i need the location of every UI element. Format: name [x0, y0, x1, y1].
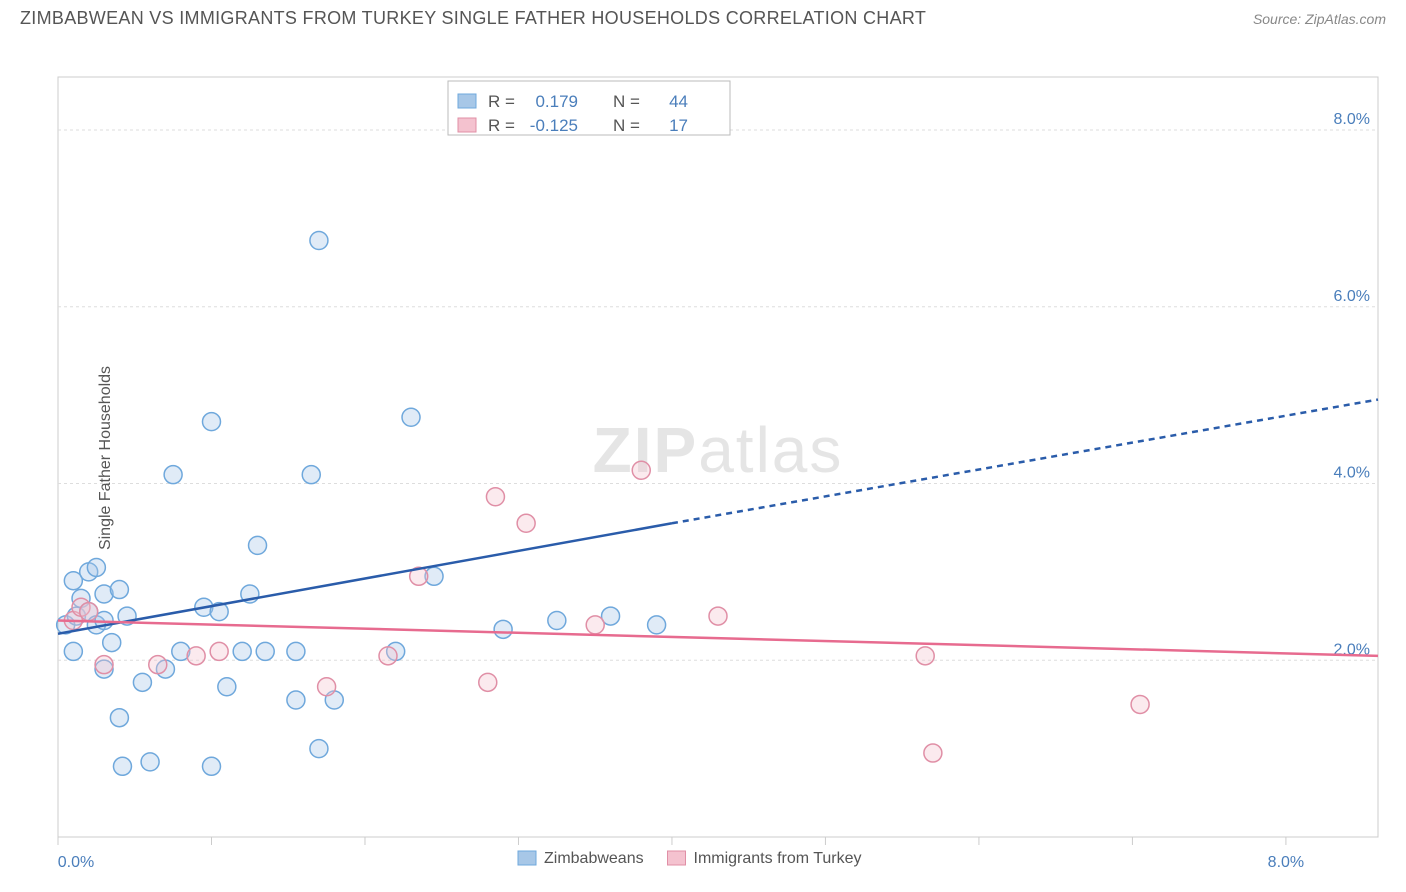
data-point: [709, 607, 727, 625]
data-point: [80, 603, 98, 621]
data-point: [648, 616, 666, 634]
data-point: [149, 656, 167, 674]
data-point: [110, 709, 128, 727]
data-point: [479, 673, 497, 691]
data-point: [924, 744, 942, 762]
data-point: [164, 466, 182, 484]
stats-n-label: N =: [613, 116, 640, 135]
y-tick-label: 8.0%: [1334, 111, 1370, 128]
data-point: [110, 581, 128, 599]
data-point: [233, 642, 251, 660]
data-point: [1131, 695, 1149, 713]
data-point: [103, 634, 121, 652]
data-point: [632, 461, 650, 479]
data-point: [87, 558, 105, 576]
y-tick-label: 4.0%: [1334, 465, 1370, 482]
legend-swatch: [458, 118, 476, 132]
data-point: [310, 231, 328, 249]
legend-swatch: [518, 851, 536, 865]
stats-n-value: 44: [669, 92, 688, 111]
stats-n-label: N =: [613, 92, 640, 111]
data-point: [95, 656, 113, 674]
stats-r-label: R =: [488, 92, 515, 111]
data-point: [494, 620, 512, 638]
data-point: [548, 611, 566, 629]
stats-n-value: 17: [669, 116, 688, 135]
legend-swatch: [458, 94, 476, 108]
trend-line: [58, 523, 672, 633]
data-point: [249, 536, 267, 554]
scatter-chart: 2.0%4.0%6.0%8.0%0.0%8.0%ZIPatlasR =0.179…: [0, 33, 1406, 883]
legend-label: Immigrants from Turkey: [694, 850, 862, 867]
chart-source: Source: ZipAtlas.com: [1253, 11, 1386, 27]
legend-label: Zimbabweans: [544, 850, 644, 867]
data-point: [916, 647, 934, 665]
data-point: [113, 757, 131, 775]
chart-header: ZIMBABWEAN VS IMMIGRANTS FROM TURKEY SIN…: [0, 0, 1406, 33]
data-point: [64, 642, 82, 660]
data-point: [586, 616, 604, 634]
y-axis-label: Single Father Households: [97, 366, 115, 550]
data-point: [133, 673, 151, 691]
y-tick-label: 6.0%: [1334, 288, 1370, 305]
data-point: [202, 413, 220, 431]
stats-r-label: R =: [488, 116, 515, 135]
data-point: [310, 740, 328, 758]
data-point: [187, 647, 205, 665]
data-point: [287, 691, 305, 709]
data-point: [202, 757, 220, 775]
data-point: [287, 642, 305, 660]
data-point: [517, 514, 535, 532]
data-point: [318, 678, 336, 696]
data-point: [379, 647, 397, 665]
x-tick-label: 8.0%: [1268, 854, 1304, 871]
chart-container: Single Father Households 2.0%4.0%6.0%8.0…: [0, 33, 1406, 883]
data-point: [402, 408, 420, 426]
chart-title: ZIMBABWEAN VS IMMIGRANTS FROM TURKEY SIN…: [20, 8, 926, 29]
data-point: [210, 642, 228, 660]
stats-r-value: 0.179: [535, 92, 578, 111]
data-point: [302, 466, 320, 484]
data-point: [218, 678, 236, 696]
legend-swatch: [668, 851, 686, 865]
watermark: ZIPatlas: [593, 414, 844, 486]
data-point: [256, 642, 274, 660]
data-point: [486, 488, 504, 506]
data-point: [141, 753, 159, 771]
stats-r-value: -0.125: [530, 116, 578, 135]
x-tick-label: 0.0%: [58, 854, 94, 871]
